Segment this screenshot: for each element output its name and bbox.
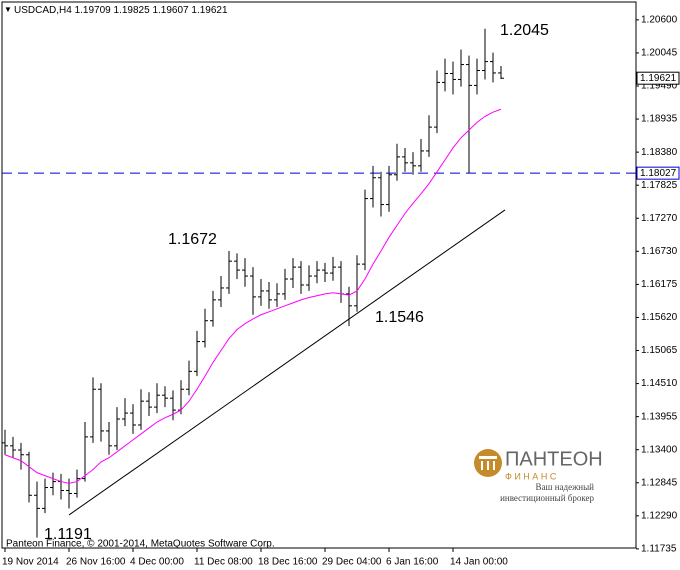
logo-sub: Ф И Н А Н С [505, 471, 557, 481]
logo-icon [487, 461, 489, 470]
x-tick-label: 18 Dec 16:00 [258, 557, 318, 568]
last-close: 1.19621 [191, 5, 228, 16]
last-low: 1.19607 [152, 5, 189, 16]
copyright: Panteon Finance, © 2001-2014, MetaQuotes… [6, 539, 275, 550]
price-label: 1.18027 [640, 168, 677, 179]
y-tick-label: 1.18935 [641, 114, 678, 125]
plot-frame [1, 1, 637, 549]
x-tick-label: 6 Jan 16:00 [386, 557, 439, 568]
y-tick-label: 1.20045 [641, 48, 678, 59]
y-tick-label: 1.13955 [641, 411, 678, 422]
y-tick-label: 1.14510 [641, 378, 678, 389]
y-tick-label: 1.13400 [641, 444, 678, 455]
y-tick-label: 1.12290 [641, 510, 678, 521]
moving-average [4, 108, 502, 484]
logo-icon [479, 456, 497, 459]
y-tick-label: 1.17825 [641, 180, 678, 191]
annotation: 1.1672 [168, 231, 217, 248]
y-tick-label: 1.16730 [641, 246, 678, 257]
logo: ПАНТЕОН Ф И Н А Н С Ваш надежный инвести… [474, 448, 603, 503]
x-tick-label: 11 Dec 08:00 [194, 557, 253, 568]
chart-title: USDCAD,H4 1.19709 1.19825 1.19607 1.1962… [14, 5, 228, 16]
last-open: 1.19709 [75, 5, 112, 16]
y-tick-label: 1.17270 [641, 213, 678, 224]
x-tick-label: 4 Dec 00:00 [130, 557, 184, 568]
logo-tagline: инвестиционный брокер [500, 493, 594, 503]
logo-name: ПАНТЕОН [505, 448, 603, 470]
y-tick-label: 1.12845 [641, 477, 678, 488]
annotation: 1.2045 [500, 22, 549, 39]
y-tick-label: 1.20600 [641, 15, 678, 26]
logo-icon [493, 461, 495, 470]
trend-line [68, 209, 506, 516]
x-tick-label: 26 Nov 16:00 [66, 557, 126, 568]
y-tick-label: 1.11735 [641, 544, 677, 555]
menu-arrow[interactable]: ▼ [4, 5, 12, 14]
y-tick-label: 1.15065 [641, 345, 678, 356]
price-label: 1.19621 [640, 73, 677, 84]
x-tick-label: 14 Jan 00:00 [450, 557, 508, 568]
y-tick-label: 1.19490 [641, 81, 678, 92]
y-tick-label: 1.15620 [641, 312, 678, 323]
last-high: 1.19825 [114, 5, 151, 16]
y-tick-label: 1.18380 [641, 147, 678, 158]
symbol: USDCAD,H4 [14, 5, 72, 16]
x-tick-label: 29 Dec 04:00 [322, 557, 382, 568]
price-label-box [636, 71, 680, 85]
logo-icon [481, 461, 483, 470]
annotation: 1.1546 [375, 309, 424, 326]
x-tick-label: 19 Nov 2014 [2, 557, 59, 568]
y-tick-label: 1.16175 [641, 279, 678, 290]
annotation: 1.1191 [44, 526, 92, 543]
price-label-box [636, 166, 680, 180]
logo-tagline: Ваш надежный [536, 482, 595, 492]
